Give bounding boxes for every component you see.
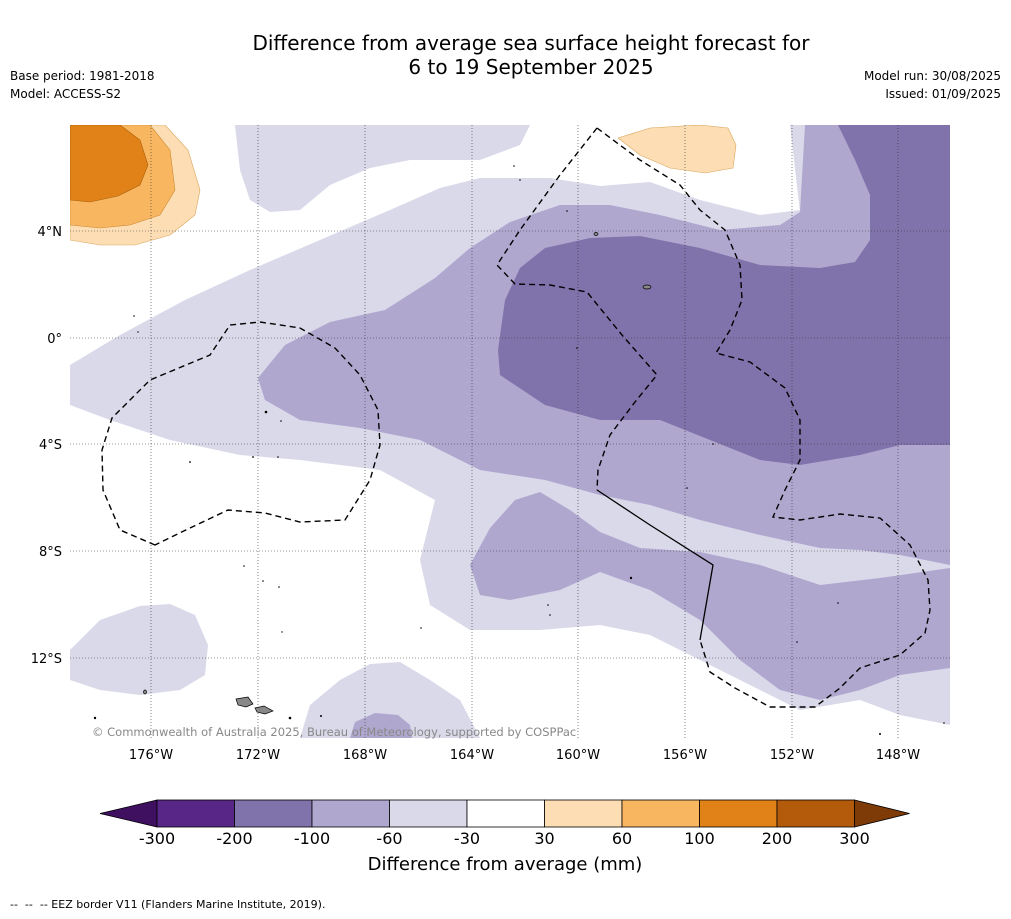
title-line-1: Difference from average sea surface heig… bbox=[252, 31, 810, 55]
colorbar bbox=[99, 799, 910, 828]
eez-kiribati bbox=[496, 127, 658, 491]
lon-label: 176°W bbox=[129, 748, 173, 763]
contour-dark-purple-main bbox=[498, 125, 950, 465]
colorbar-tick-label: -30 bbox=[454, 829, 480, 848]
colorbar-segment bbox=[544, 799, 623, 828]
issued-date: Issued: 01/09/2025 bbox=[885, 87, 1001, 101]
contour-light-purple-south bbox=[300, 662, 480, 738]
colorbar-extend-low bbox=[99, 799, 158, 828]
lat-label: 8°S bbox=[39, 545, 62, 560]
lat-label: 12°S bbox=[31, 652, 62, 667]
copyright-text: © Commonwealth of Australia 2025, Bureau… bbox=[92, 725, 576, 739]
latitude-labels: 4°N 0° 4°S 8°S 12°S bbox=[31, 225, 62, 667]
model-name: Model: ACCESS-S2 bbox=[10, 87, 122, 101]
colorbar-extend-high bbox=[854, 799, 910, 828]
colorbar-segment bbox=[156, 799, 235, 828]
lat-label: 0° bbox=[47, 332, 62, 347]
colorbar-title: Difference from average (mm) bbox=[368, 854, 643, 875]
island-malden bbox=[593, 232, 599, 236]
meta-left: Base period: 1981-2018 Model: ACCESS-S2 bbox=[10, 67, 155, 103]
lon-label: 156°W bbox=[663, 748, 707, 763]
contour-dark-orange-nw bbox=[70, 125, 149, 203]
colorbar-tick-label: 200 bbox=[762, 829, 793, 848]
colorbar-segment bbox=[776, 799, 855, 828]
lon-label: 168°W bbox=[343, 748, 387, 763]
base-period: Base period: 1981-2018 bbox=[10, 69, 155, 83]
meta-right: Model run: 30/08/2025 Issued: 01/09/2025 bbox=[864, 67, 1001, 103]
eez-kiribati-east bbox=[596, 127, 931, 708]
colorbar-tick-label: -200 bbox=[216, 829, 252, 848]
title-line-2: 6 to 19 September 2025 bbox=[408, 55, 654, 79]
island-upolu bbox=[254, 705, 274, 715]
island-swains bbox=[143, 689, 147, 695]
eez-footnote: -- -- -- EEZ border V11 (Flanders Marine… bbox=[10, 898, 326, 911]
atolls bbox=[93, 165, 945, 735]
colorbar-segment bbox=[234, 799, 313, 828]
lon-label: 172°W bbox=[236, 748, 280, 763]
island-savaii bbox=[235, 696, 254, 708]
map-title: Difference from average sea surface heig… bbox=[0, 31, 1011, 79]
contour-light-purple-sw bbox=[70, 604, 208, 695]
eez-tokelau bbox=[101, 321, 381, 546]
lon-label: 164°W bbox=[450, 748, 494, 763]
colorbar-tick-label: -100 bbox=[294, 829, 330, 848]
colorbar-tick-label: 300 bbox=[839, 829, 870, 848]
maritime-boundary-solid bbox=[596, 489, 714, 641]
colorbar-tick-label: 60 bbox=[612, 829, 632, 848]
sea-surface-height-map: © Commonwealth of Australia 2025, Bureau… bbox=[31, 125, 950, 875]
colorbar-segment bbox=[466, 799, 545, 828]
colorbar-tick-label: -60 bbox=[376, 829, 402, 848]
lat-label: 4°S bbox=[39, 438, 62, 453]
contour-medium-purple-south bbox=[470, 492, 950, 700]
colorbar-tick-labels: -300 -200 -100 -60 -30 30 60 100 200 300 bbox=[139, 829, 870, 848]
model-run: Model run: 30/08/2025 bbox=[863, 69, 1001, 83]
contour-medium-purple-small bbox=[350, 713, 412, 738]
lon-label: 148°W bbox=[876, 748, 920, 763]
lon-label: 160°W bbox=[556, 748, 600, 763]
lat-label: 4°N bbox=[38, 225, 63, 240]
island-jarvis bbox=[642, 284, 652, 290]
contour-light-orange-north bbox=[617, 125, 737, 174]
lon-label: 152°W bbox=[770, 748, 814, 763]
islands bbox=[143, 232, 652, 715]
colorbar-tick-label: 100 bbox=[684, 829, 715, 848]
colorbar-segment bbox=[311, 799, 390, 828]
colorbar-tick-label: -300 bbox=[139, 829, 175, 848]
gridlines bbox=[70, 125, 950, 738]
map-contours bbox=[70, 125, 950, 738]
colorbar-segment bbox=[699, 799, 778, 828]
contour-light-purple-north bbox=[235, 125, 530, 212]
eez-borders bbox=[101, 127, 931, 708]
colorbar-tick-label: 30 bbox=[534, 829, 554, 848]
colorbar-segment bbox=[621, 799, 700, 828]
longitude-labels: 176°W 172°W 168°W 164°W 160°W 156°W 152°… bbox=[129, 748, 920, 763]
colorbar-segment bbox=[389, 799, 468, 828]
